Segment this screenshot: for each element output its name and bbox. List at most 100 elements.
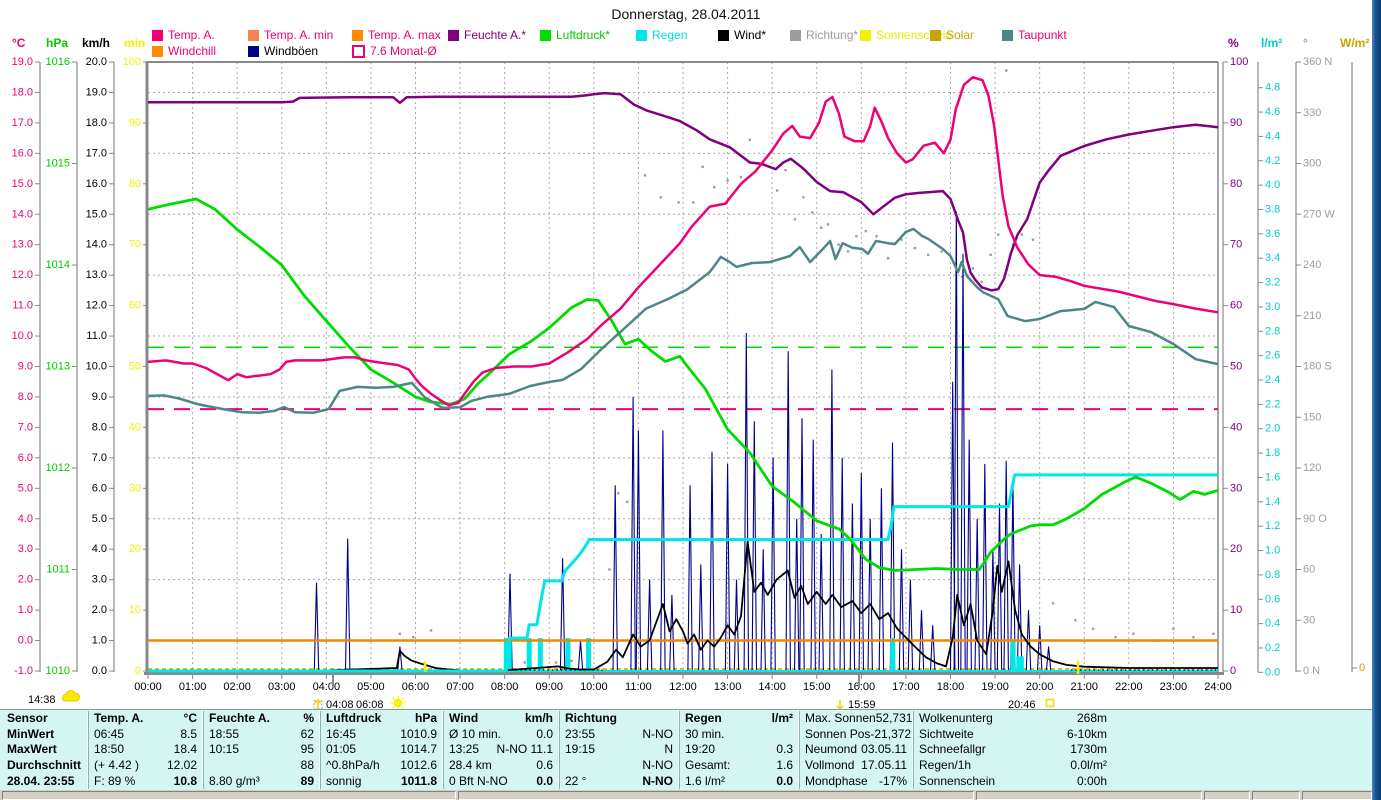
legend-label: Windchill: [168, 44, 217, 58]
legend-item-temp-a-min[interactable]: Temp. A. min: [248, 28, 333, 42]
table-section-1: Feuchte A.% 18:55 62 10:15 95 88 8.80 g/m³ 89: [203, 711, 319, 789]
table-cell: °C: [183, 711, 197, 726]
svg-text:20:00: 20:00: [1026, 681, 1054, 693]
table-row: Feuchte A.%: [204, 711, 319, 727]
svg-text:90: 90: [1230, 117, 1242, 129]
svg-text:10.0: 10.0: [12, 330, 33, 342]
legend-item-regen[interactable]: Regen: [636, 28, 687, 42]
table-cell: 95: [300, 742, 314, 757]
solar-swatch-icon: [930, 29, 941, 41]
table-row: Richtung: [560, 711, 678, 727]
svg-text:19.0: 19.0: [86, 86, 107, 98]
legend-item-7-6-monat[interactable]: 7.6 Monat-Ø: [352, 44, 437, 58]
table-row: 19:20 0.3: [680, 742, 798, 758]
axes: 19.0 18.0 17.0 16.0 15.0 14.0 13.0 12.0 11.0 10.0…: [12, 56, 1366, 678]
svg-text:1.8: 1.8: [1265, 447, 1280, 459]
legend-item-solar[interactable]: Solar: [930, 28, 974, 42]
table-cell: Max. Sonnen: [805, 711, 876, 726]
table-cell: 1.6 l/m²: [685, 773, 726, 788]
table-cell: N-NO 11.1: [496, 742, 553, 757]
table-cell: 0.0: [536, 726, 553, 741]
table-row: Sensor: [2, 711, 86, 727]
legend-item-wind[interactable]: Wind*: [718, 28, 766, 42]
table-row: Durchschnitt: [2, 758, 86, 774]
svg-text:06:08: 06:08: [356, 699, 384, 711]
svg-text:3.0: 3.0: [92, 574, 107, 586]
svg-text:9.0: 9.0: [18, 361, 33, 373]
table-cell: -21,372°: [870, 726, 912, 741]
windchill-swatch-icon: [152, 45, 163, 57]
svg-text:08:00: 08:00: [491, 681, 519, 693]
legend-item-richtung[interactable]: Richtung*: [790, 28, 858, 42]
axis-header-c: °C: [12, 36, 26, 50]
table-cell: 13:25: [449, 742, 480, 757]
series-luftdruck: [147, 197, 1219, 572]
legend-item-luftdruck[interactable]: Luftdruck*: [540, 28, 610, 42]
luftdruck-swatch-icon: [540, 29, 551, 41]
legend-item-windb-en[interactable]: Windböen: [248, 44, 318, 58]
svg-text:30: 30: [129, 482, 141, 494]
svg-text:12:00: 12:00: [669, 681, 697, 693]
svg-text:240: 240: [1303, 259, 1321, 271]
legend-label: Regen: [652, 28, 688, 42]
svg-text:2.0: 2.0: [18, 574, 33, 586]
table-cell: N-NO: [642, 726, 673, 741]
svg-text:4.0: 4.0: [92, 543, 107, 555]
table-row: 16:45 1010.9: [321, 727, 442, 743]
legend-item-temp-a[interactable]: Temp. A.: [152, 28, 215, 42]
svg-text:270 W: 270 W: [1303, 208, 1335, 220]
legend-item-windchill[interactable]: Windchill: [152, 44, 216, 58]
table-row: 19:15 N: [560, 742, 678, 758]
svg-text:8.0: 8.0: [92, 421, 107, 433]
svg-text:3.6: 3.6: [1265, 228, 1280, 240]
svg-text:03:00: 03:00: [268, 681, 296, 693]
table-row: 13:25 N-NO 11.1: [444, 742, 558, 758]
wind-swatch-icon: [718, 29, 729, 41]
table-row: (+ 4.42 ) 12.02: [89, 758, 202, 774]
svg-text:1.0: 1.0: [92, 635, 107, 647]
series-temp-a: [147, 75, 1219, 407]
windb-en-swatch-icon: [248, 45, 259, 57]
svg-text:01:00: 01:00: [179, 681, 207, 693]
table-cell: 18:55: [209, 726, 240, 741]
legend-item-taupunkt[interactable]: Taupunkt: [1002, 28, 1067, 42]
svg-text:14.0: 14.0: [12, 208, 33, 220]
svg-text:0: 0: [135, 665, 141, 677]
table-cell: Luftdruck: [326, 711, 382, 726]
svg-text:4.8: 4.8: [1265, 82, 1280, 94]
svg-text:1015: 1015: [46, 158, 70, 170]
svg-text:13:00: 13:00: [714, 681, 742, 693]
marker-04-08: 04:08: [313, 698, 354, 711]
svg-text:80: 80: [129, 178, 141, 190]
svg-text:1016: 1016: [46, 56, 70, 68]
svg-text:1.2: 1.2: [1265, 520, 1280, 532]
legend-item-temp-a-max[interactable]: Temp. A. max: [352, 28, 441, 42]
table-cell: 0.0l/m²: [1070, 758, 1107, 773]
table-cell: 6-10km: [1066, 726, 1107, 741]
svg-text:4.0: 4.0: [1265, 179, 1280, 191]
table-section-7: Wolkenunterg 268m Sichtweite 6-10km Schneefa…: [913, 711, 1112, 789]
svg-text:3.4: 3.4: [1265, 252, 1280, 264]
table-cell: 1.6: [776, 758, 793, 773]
table-cell: 268m: [1076, 711, 1107, 726]
svg-text:14.0: 14.0: [86, 239, 107, 251]
svg-text:0.0: 0.0: [1265, 666, 1280, 678]
table-row: Regen/1h 0.0l/m²: [914, 758, 1112, 774]
svg-text:21:00: 21:00: [1070, 681, 1098, 693]
svg-text:17.0: 17.0: [86, 147, 107, 159]
svg-text:11:00: 11:00: [625, 681, 652, 693]
legend-label: Temp. A. min: [264, 28, 334, 42]
legend-item-feuchte-a[interactable]: Feuchte A.*: [448, 28, 526, 42]
svg-text:19:00: 19:00: [981, 681, 1009, 693]
table-cell: MaxWert: [7, 742, 57, 757]
regen-swatch-icon: [636, 29, 647, 41]
table-cell: 17.05.11: [861, 758, 907, 773]
table-row: Ø 10 min. 0.0: [444, 727, 558, 743]
svg-text:5.0: 5.0: [18, 482, 33, 494]
legend-label: Richtung*: [806, 28, 859, 42]
table-cell: Mondphase: [805, 773, 868, 788]
svg-text:1.0: 1.0: [1265, 545, 1280, 557]
table-cell: MinWert: [7, 726, 55, 741]
table-cell: 62: [300, 726, 314, 741]
